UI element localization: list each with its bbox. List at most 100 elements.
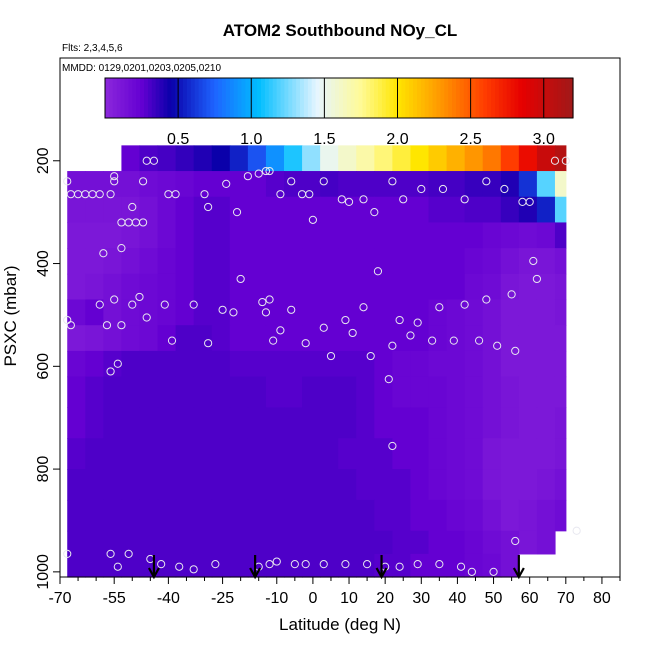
heatmap-cell	[536, 171, 556, 198]
heatmap-cell	[338, 299, 357, 326]
colorbar-segment	[202, 78, 207, 118]
colorbar-segment	[147, 78, 153, 118]
observation-point	[366, 351, 375, 361]
heatmap-cell	[320, 196, 339, 224]
heatmap-cell	[482, 407, 502, 439]
observation-point	[243, 172, 252, 181]
y-tick-label: 200	[35, 147, 52, 174]
x-tick-label: -70	[48, 590, 71, 607]
heatmap-cell	[211, 438, 231, 470]
heatmap-cell	[428, 438, 448, 470]
heatmap-cell	[428, 273, 448, 301]
heatmap-cell	[482, 499, 502, 532]
heatmap-cell	[211, 469, 231, 501]
observation-point	[110, 295, 119, 304]
heatmap-cell	[265, 145, 285, 172]
heatmap-cell	[284, 350, 303, 378]
heatmap-cell	[482, 273, 502, 301]
observation-point	[341, 315, 350, 325]
observation-point	[489, 567, 498, 576]
observation-point	[106, 367, 115, 376]
heatmap-cell	[482, 325, 502, 352]
heatmap-cell	[320, 325, 339, 352]
observation-point	[113, 562, 122, 571]
heatmap-cell	[265, 248, 285, 275]
heatmap-cell	[121, 325, 141, 352]
heatmap-cell	[392, 553, 412, 578]
heatmap-cell	[356, 273, 375, 301]
observation-point	[435, 303, 444, 312]
x-tick-label: -40	[157, 590, 180, 607]
heatmap-cell	[229, 222, 249, 249]
heatmap-cell	[265, 222, 285, 249]
heatmap-cell	[247, 438, 267, 470]
heatmap-cell	[103, 407, 123, 439]
heatmap-cell	[302, 171, 321, 198]
heatmap-cell	[67, 299, 86, 326]
heatmap-cell	[536, 325, 556, 352]
heatmap-cell	[139, 196, 159, 224]
observation-point	[467, 567, 476, 576]
heatmap-cell	[67, 196, 86, 224]
heatmap-cell	[193, 530, 213, 555]
observation-point	[308, 215, 318, 224]
heatmap-cell	[536, 530, 556, 555]
colorbar-segment	[136, 78, 141, 118]
heatmap-cell	[284, 376, 303, 409]
observation-point	[435, 560, 444, 569]
heatmap-cell	[410, 248, 430, 275]
heatmap-cell	[374, 325, 393, 352]
heatmap-cell	[193, 145, 213, 172]
heatmap-cell	[392, 350, 412, 378]
heatmap-cell	[139, 469, 159, 501]
observation-point	[110, 177, 119, 186]
colorbar-segment	[175, 78, 180, 118]
heatmap-cell	[500, 350, 520, 378]
colorbar-segment	[362, 78, 367, 118]
heatmap-cell	[356, 196, 375, 224]
heatmap-cell	[518, 407, 538, 439]
heatmap-cell	[518, 469, 538, 501]
x-tick-label: 20	[376, 590, 394, 607]
observation-point	[326, 351, 336, 361]
heatmap-cell	[410, 196, 430, 224]
colorbar-tick-label: 3.0	[533, 131, 555, 148]
heatmap-cell	[446, 407, 466, 439]
heatmap-cell	[392, 438, 412, 470]
heatmap-cell	[302, 376, 321, 409]
colorbar-segment	[510, 78, 516, 118]
observation-point	[438, 184, 448, 194]
heatmap-cell	[428, 222, 448, 249]
heatmap-cell	[392, 145, 412, 172]
observation-point	[99, 249, 108, 258]
heatmap-cell	[175, 530, 195, 555]
heatmap-cell	[338, 553, 357, 578]
heatmap-cell	[356, 222, 375, 249]
heatmap-cell	[121, 171, 141, 198]
heatmap-cell	[139, 222, 159, 249]
heatmap-cell	[482, 145, 502, 172]
heatmap-cell	[392, 196, 412, 224]
colorbar-segment	[339, 78, 344, 118]
colorbar-segment	[549, 78, 555, 118]
observation-point	[500, 184, 509, 194]
observation-point	[362, 560, 372, 569]
observation-point	[482, 177, 491, 186]
heatmap-cell	[175, 325, 195, 352]
heatmap-cell	[103, 248, 123, 275]
heatmap-cell	[500, 171, 520, 198]
heatmap-cell	[356, 407, 375, 439]
observation-point	[449, 336, 458, 345]
heatmap-cell	[211, 530, 231, 555]
heatmap-cell	[536, 196, 556, 224]
colorbar-segment	[385, 78, 391, 118]
heatmap-cell	[446, 530, 466, 555]
heatmap-cell	[121, 145, 141, 172]
heatmap-cell	[211, 171, 231, 198]
heatmap-cell	[139, 499, 159, 532]
heatmap-cell	[193, 273, 213, 301]
heatmap-cell	[320, 145, 339, 172]
heatmap-cell	[410, 376, 430, 409]
colorbar-segment	[436, 78, 441, 118]
colorbar-segment	[393, 78, 399, 118]
